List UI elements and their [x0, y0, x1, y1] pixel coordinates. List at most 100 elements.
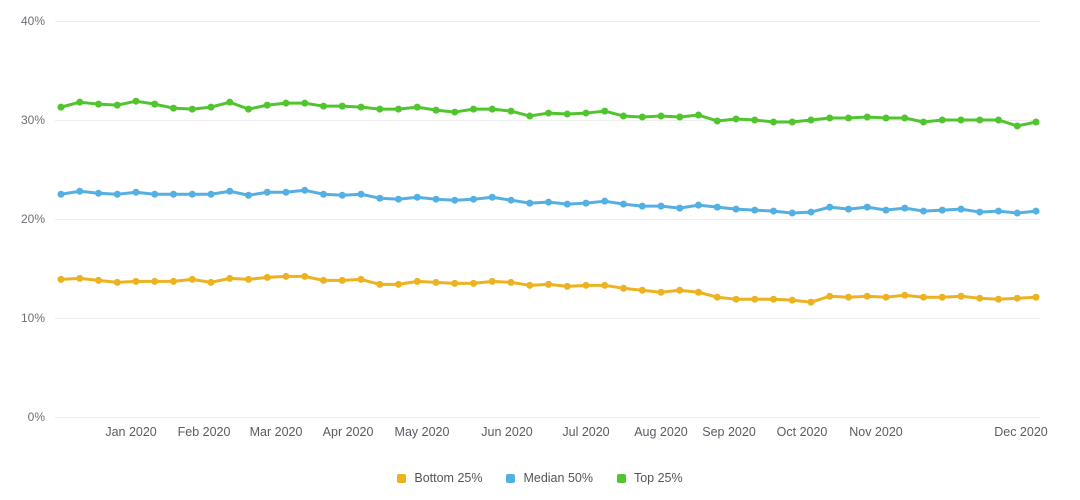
data-point-bottom-25-15[interactable] [338, 276, 346, 284]
data-point-top-25-41[interactable] [826, 114, 834, 122]
data-point-bottom-25-48[interactable] [957, 292, 965, 300]
data-point-top-25-43[interactable] [863, 113, 871, 121]
data-point-top-25-49[interactable] [976, 116, 984, 124]
data-point-median-50-43[interactable] [863, 203, 871, 211]
data-point-median-50-21[interactable] [451, 196, 459, 204]
data-point-top-25-0[interactable] [57, 103, 65, 111]
data-point-median-50-3[interactable] [113, 190, 121, 198]
data-point-top-25-32[interactable] [657, 112, 665, 120]
data-point-median-50-9[interactable] [226, 187, 234, 195]
data-point-median-50-31[interactable] [638, 202, 646, 210]
data-point-median-50-46[interactable] [920, 207, 927, 215]
data-point-median-50-15[interactable] [338, 191, 346, 199]
data-point-bottom-25-8[interactable] [207, 278, 215, 286]
data-point-median-50-6[interactable] [170, 190, 177, 198]
data-point-bottom-25-30[interactable] [620, 284, 627, 292]
data-point-bottom-25-38[interactable] [770, 295, 777, 303]
data-point-bottom-25-42[interactable] [845, 293, 852, 301]
data-point-median-50-2[interactable] [95, 189, 102, 197]
data-point-median-50-25[interactable] [526, 199, 534, 207]
data-point-bottom-25-49[interactable] [976, 294, 984, 302]
data-point-median-50-26[interactable] [545, 198, 552, 206]
data-point-bottom-25-12[interactable] [282, 272, 290, 280]
data-point-top-25-52[interactable] [1032, 118, 1040, 126]
data-point-bottom-25-36[interactable] [732, 295, 740, 303]
data-point-top-25-8[interactable] [207, 103, 215, 111]
data-point-top-25-2[interactable] [95, 100, 102, 108]
data-point-median-50-36[interactable] [732, 205, 740, 213]
data-point-top-25-25[interactable] [526, 112, 534, 120]
data-point-top-25-22[interactable] [470, 105, 477, 113]
data-point-median-50-8[interactable] [207, 190, 215, 198]
data-point-bottom-25-19[interactable] [413, 277, 421, 285]
data-point-median-50-12[interactable] [282, 188, 290, 196]
data-point-bottom-25-11[interactable] [263, 273, 271, 281]
data-point-bottom-25-51[interactable] [1013, 294, 1021, 302]
data-point-median-50-50[interactable] [995, 207, 1002, 215]
data-point-median-50-37[interactable] [751, 206, 759, 214]
data-point-median-50-4[interactable] [132, 188, 140, 196]
data-point-top-25-24[interactable] [507, 107, 515, 115]
data-point-bottom-25-17[interactable] [376, 280, 384, 288]
data-point-median-50-11[interactable] [263, 188, 271, 196]
data-point-top-25-18[interactable] [395, 105, 402, 113]
data-point-median-50-27[interactable] [563, 200, 571, 208]
data-point-median-50-47[interactable] [938, 206, 946, 214]
data-point-bottom-25-50[interactable] [995, 295, 1002, 303]
data-point-bottom-25-7[interactable] [188, 275, 196, 283]
data-point-median-50-5[interactable] [151, 190, 159, 198]
data-point-top-25-19[interactable] [413, 103, 421, 111]
data-point-top-25-46[interactable] [920, 118, 927, 126]
data-point-top-25-31[interactable] [638, 113, 646, 121]
data-point-bottom-25-3[interactable] [113, 278, 121, 286]
data-point-top-25-30[interactable] [620, 112, 627, 120]
data-point-median-50-32[interactable] [657, 202, 665, 210]
data-point-bottom-25-26[interactable] [545, 280, 552, 288]
data-point-top-25-15[interactable] [338, 102, 346, 110]
data-point-bottom-25-46[interactable] [920, 293, 927, 301]
data-point-median-50-28[interactable] [582, 199, 590, 207]
data-point-median-50-23[interactable] [488, 193, 496, 201]
data-point-bottom-25-18[interactable] [395, 280, 402, 288]
data-point-median-50-51[interactable] [1013, 209, 1021, 217]
data-point-top-25-21[interactable] [451, 108, 459, 116]
data-point-top-25-29[interactable] [601, 107, 609, 115]
data-point-bottom-25-21[interactable] [451, 279, 459, 287]
data-point-median-50-38[interactable] [770, 207, 777, 215]
data-point-bottom-25-9[interactable] [226, 274, 234, 282]
data-point-bottom-25-4[interactable] [132, 277, 140, 285]
data-point-top-25-35[interactable] [713, 117, 721, 125]
data-point-top-25-27[interactable] [563, 110, 571, 118]
data-point-bottom-25-6[interactable] [170, 277, 177, 285]
data-point-bottom-25-5[interactable] [151, 277, 159, 285]
data-point-median-50-10[interactable] [245, 191, 252, 199]
data-point-top-25-13[interactable] [301, 99, 309, 107]
data-point-top-25-50[interactable] [995, 116, 1002, 124]
data-point-top-25-11[interactable] [263, 101, 271, 109]
data-point-bottom-25-1[interactable] [76, 274, 84, 282]
data-point-median-50-18[interactable] [395, 195, 402, 203]
data-point-bottom-25-16[interactable] [357, 275, 365, 283]
data-point-bottom-25-52[interactable] [1032, 293, 1040, 301]
data-point-top-25-36[interactable] [732, 115, 740, 123]
data-point-median-50-30[interactable] [620, 200, 627, 208]
data-point-top-25-6[interactable] [170, 104, 177, 112]
data-point-bottom-25-31[interactable] [638, 286, 646, 294]
data-point-median-50-42[interactable] [845, 205, 852, 213]
data-point-median-50-35[interactable] [713, 203, 721, 211]
data-point-top-25-40[interactable] [807, 116, 815, 124]
data-point-median-50-41[interactable] [826, 203, 834, 211]
data-point-top-25-10[interactable] [245, 105, 252, 113]
data-point-bottom-25-35[interactable] [713, 293, 721, 301]
data-point-bottom-25-27[interactable] [563, 282, 571, 290]
data-point-top-25-42[interactable] [845, 114, 852, 122]
data-point-median-50-45[interactable] [901, 204, 909, 212]
data-point-top-25-47[interactable] [938, 116, 946, 124]
data-point-median-50-7[interactable] [188, 190, 196, 198]
data-point-top-25-1[interactable] [76, 98, 84, 106]
data-point-top-25-4[interactable] [132, 97, 140, 105]
data-point-median-50-0[interactable] [57, 190, 65, 198]
data-point-top-25-5[interactable] [151, 100, 159, 108]
data-point-bottom-25-28[interactable] [582, 281, 590, 289]
data-point-top-25-28[interactable] [582, 109, 590, 117]
